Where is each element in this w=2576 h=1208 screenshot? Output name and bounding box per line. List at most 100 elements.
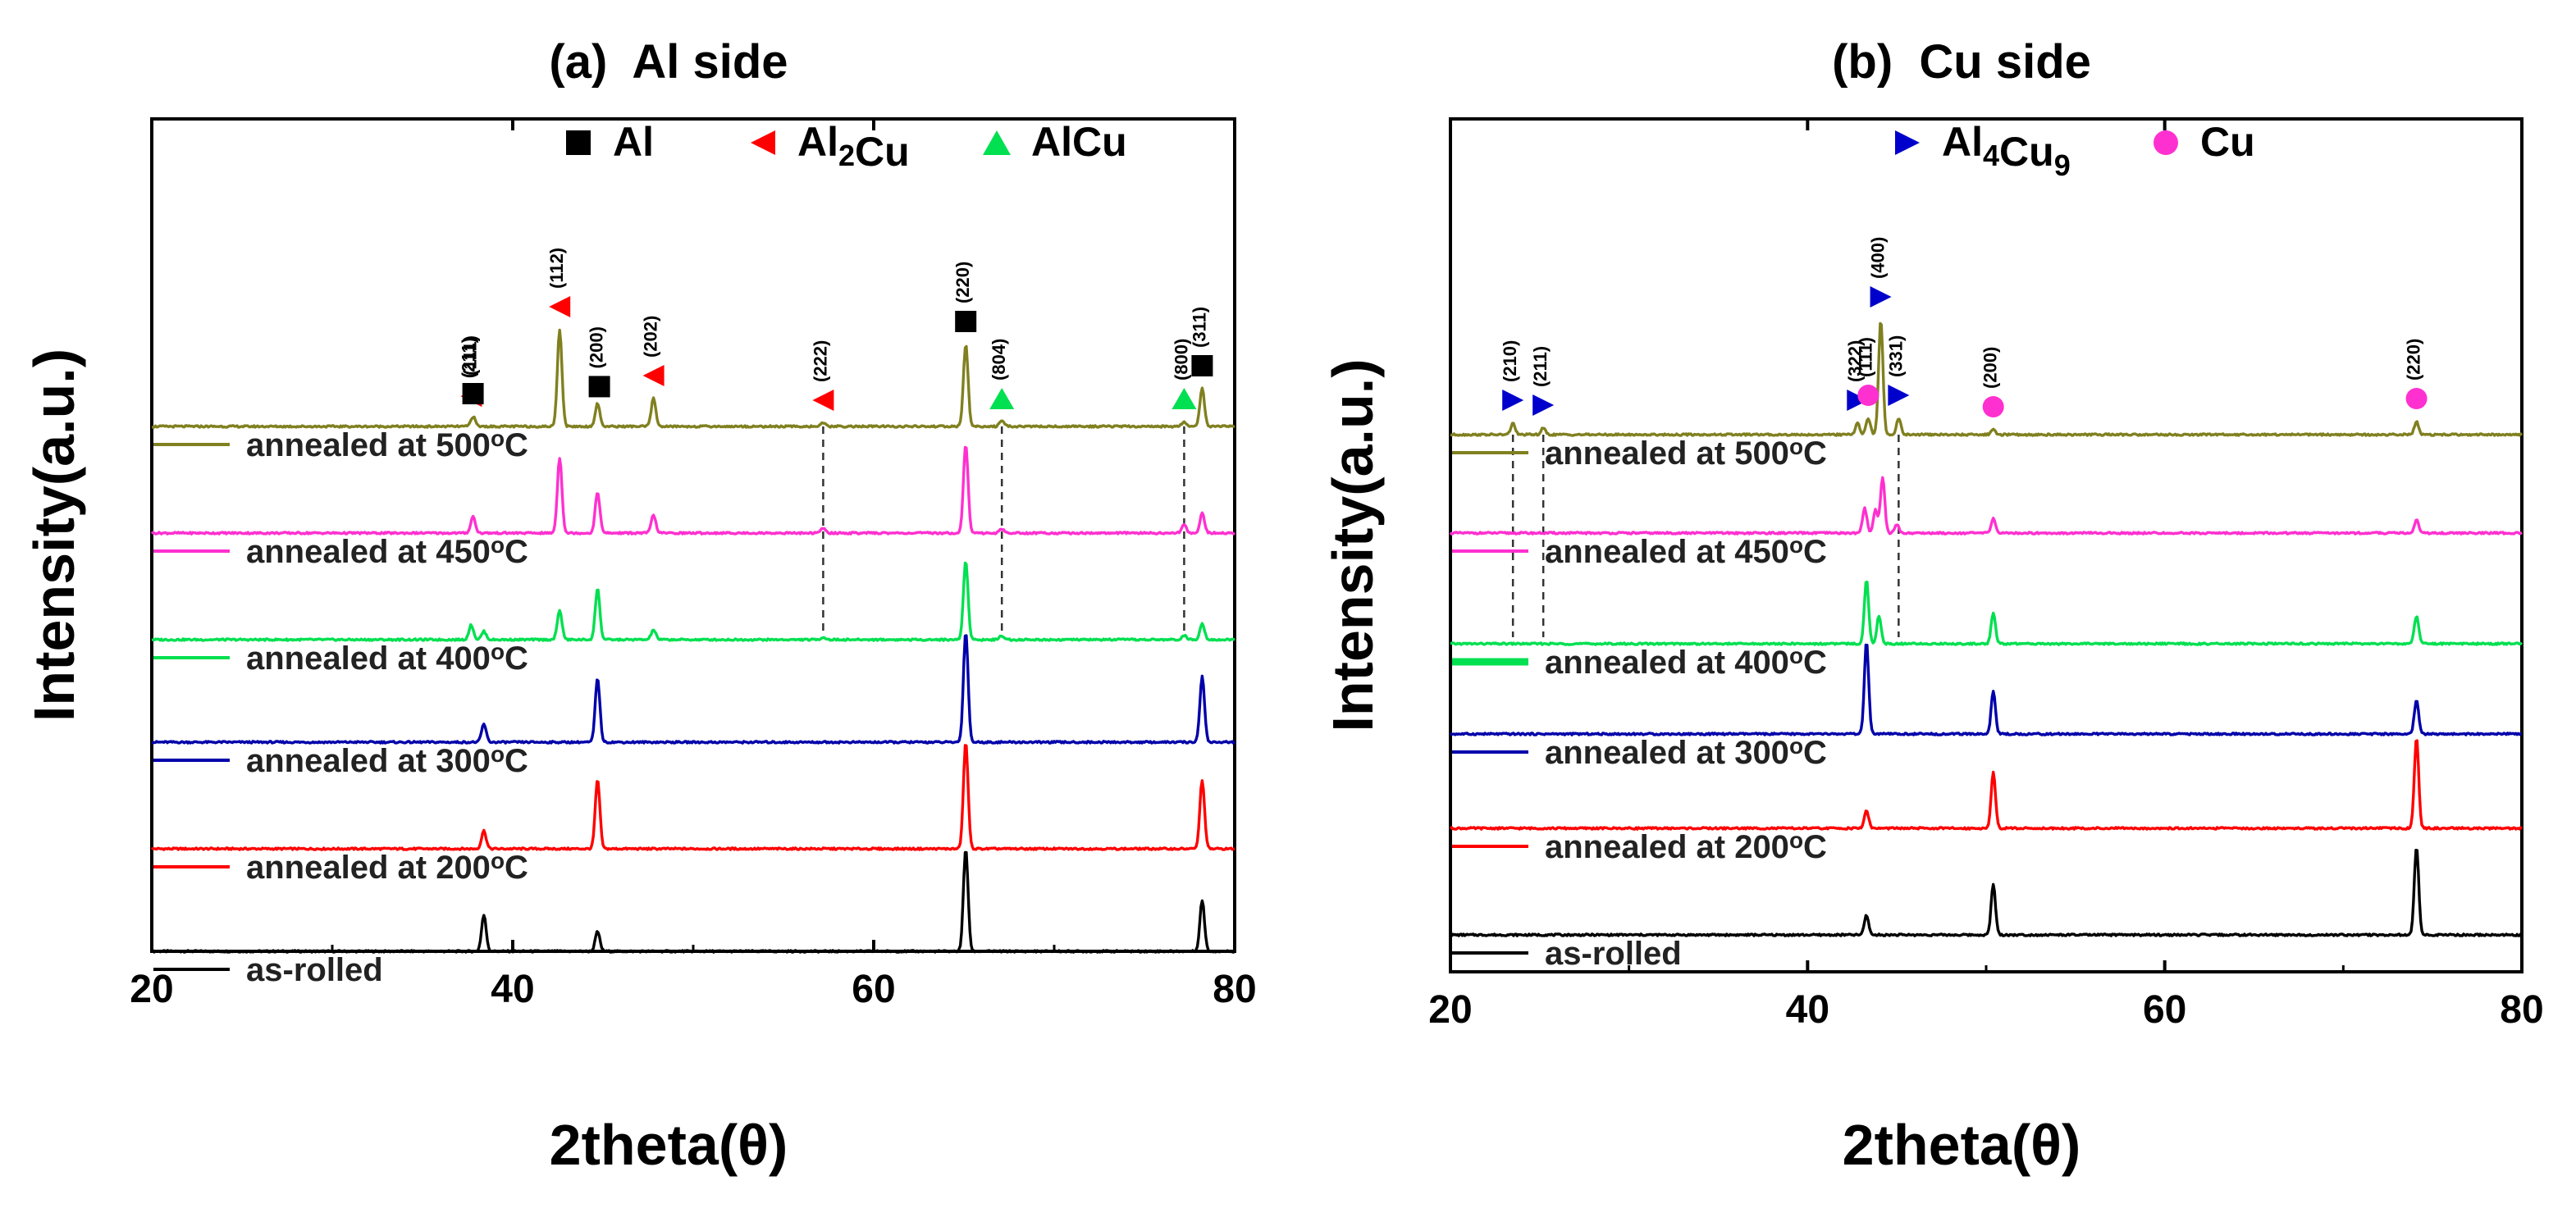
phase-marker-symbol	[2405, 388, 2428, 409]
phase-marker: (220)	[2404, 339, 2428, 409]
series-as-rolled: as-rolled	[1450, 849, 2523, 972]
series-as-rolled: as-rolled	[150, 850, 1235, 988]
miller-index-label: (210)	[1500, 340, 1520, 382]
x-tick-label: 40	[491, 968, 534, 1011]
series-annealed-at-400-c: annealed at 400oC	[1450, 581, 2523, 681]
panel-cu-side: (b) Cu side 20 40 60 80 2theta(θ) Intensity(a.…	[1321, 35, 2544, 1177]
miller-index-label: (112)	[546, 248, 567, 289]
phase-marker: (804)	[989, 339, 1015, 409]
miller-index-label: (322)	[1844, 340, 1865, 382]
chart-title: (a) Al side	[549, 35, 788, 89]
series-label: annealed at 400oC	[246, 639, 528, 677]
legend-marker	[1895, 130, 1920, 155]
phase-marker-symbol	[955, 311, 977, 332]
miller-index-label: (311)	[1189, 307, 1209, 348]
series-line	[151, 634, 1236, 745]
phase-marker: (331)	[1885, 335, 1910, 406]
miller-index-label: (400)	[1868, 237, 1889, 279]
series-line	[1450, 849, 2523, 937]
series-line	[151, 561, 1235, 642]
series-annealed-at-300-c: annealed at 300oC	[151, 634, 1236, 779]
miller-index-label: (200)	[1980, 347, 2001, 389]
series-label: annealed at 450oC	[1545, 532, 1827, 570]
miller-index-label: (111)	[1855, 337, 1875, 377]
y-axis-label: Intensity(a.u.)	[22, 349, 86, 722]
phase-marker: (322)	[1844, 340, 1869, 411]
series-label: annealed at 500oC	[246, 426, 528, 463]
series-label: annealed at 300oC	[1545, 733, 1827, 771]
phase-marker-symbol	[989, 388, 1015, 409]
legend-entry: AlCu	[983, 119, 1127, 165]
legend-marker	[751, 130, 775, 155]
series-annealed-at-500-c: annealed at 500oC	[1450, 321, 2523, 472]
legend-marker	[983, 130, 1011, 155]
phase-marker: (800)	[1171, 339, 1197, 409]
miller-index-label: (211)	[1530, 346, 1551, 387]
x-tick-label: 60	[852, 968, 895, 1011]
series-line	[150, 744, 1235, 851]
legend-label: Al	[613, 119, 654, 165]
phase-marker: (111)	[1855, 337, 1879, 406]
phase-marker-symbol	[1888, 385, 1910, 406]
x-tick-label: 60	[2143, 988, 2186, 1032]
miller-index-label: (222)	[810, 340, 830, 382]
phase-marker: (220)	[952, 262, 977, 332]
phase-marker: (400)	[1868, 237, 1892, 308]
miller-index-label: (220)	[952, 262, 973, 303]
y-axis-label: Intensity(a.u.)	[1321, 358, 1385, 732]
series-label: as-rolled	[246, 952, 383, 988]
miller-index-label: (111)	[460, 335, 481, 376]
legend-entry: Al	[566, 119, 654, 165]
series-annealed-at-300-c: annealed at 300oC	[1449, 643, 2523, 771]
miller-index-label: (804)	[989, 339, 1009, 381]
series-line	[1449, 739, 2523, 831]
miller-index-label: (202)	[641, 316, 661, 358]
legend-label: Al4Cu9	[1942, 119, 2071, 182]
phase-marker-symbol	[642, 365, 665, 386]
legend-entry: Cu	[2154, 119, 2255, 165]
legend-label: AlCu	[1031, 119, 1127, 165]
series-line	[151, 328, 1235, 429]
miller-index-label: (220)	[2404, 339, 2424, 381]
legend-label: Al2Cu	[797, 119, 910, 175]
panel-al-side: (a) Al side 20 40 60 80 2theta(θ) Intensity(a.…	[22, 35, 1257, 1177]
phase-marker-symbol	[1982, 396, 2004, 417]
miller-index-label: (800)	[1171, 339, 1191, 381]
series-line	[1450, 321, 2523, 437]
phase-marker: (200)	[587, 326, 610, 398]
legend-marker	[566, 130, 591, 155]
series-label: annealed at 400oC	[1545, 643, 1827, 681]
miller-index-label: (331)	[1885, 335, 1906, 377]
phase-marker-symbol	[1847, 389, 1869, 411]
phase-marker-symbol	[812, 390, 834, 411]
series-label: annealed at 500oC	[1545, 434, 1827, 472]
phase-marker-symbol	[1532, 394, 1555, 416]
phase-marker-symbol	[462, 383, 484, 404]
series-label: annealed at 200oC	[246, 848, 528, 886]
series-line	[1450, 581, 2523, 646]
phase-marker-symbol	[1870, 286, 1892, 308]
phase-marker-symbol	[1502, 390, 1524, 411]
phase-marker-symbol	[588, 376, 610, 398]
phase-marker: (311)	[1189, 307, 1213, 376]
phase-marker-symbol	[1857, 384, 1879, 406]
legend-entry: Al4Cu9	[1895, 119, 2071, 182]
phase-marker: (202)	[641, 316, 665, 386]
x-tick-label: 20	[130, 968, 173, 1011]
series-annealed-at-200-c: annealed at 200oC	[150, 744, 1235, 886]
x-tick-label: 20	[1428, 988, 1472, 1032]
legend-entry: Al2Cu	[751, 119, 910, 175]
series-annealed-at-200-c: annealed at 200oC	[1449, 739, 2523, 865]
series-line	[1449, 643, 2523, 736]
series-label: annealed at 450oC	[246, 532, 528, 570]
series-annealed-at-500-c: annealed at 500oC	[151, 328, 1235, 463]
x-tick-label: 80	[1213, 968, 1256, 1011]
legend-label: Cu	[2200, 119, 2255, 165]
series-line	[150, 445, 1235, 536]
series-annealed-at-400-c: annealed at 400oC	[151, 561, 1235, 677]
miller-index-label: (211)	[458, 337, 478, 378]
phase-marker-symbol	[1172, 388, 1197, 409]
series-annealed-at-450-c: annealed at 450oC	[1449, 476, 2523, 570]
series-line	[150, 850, 1235, 954]
